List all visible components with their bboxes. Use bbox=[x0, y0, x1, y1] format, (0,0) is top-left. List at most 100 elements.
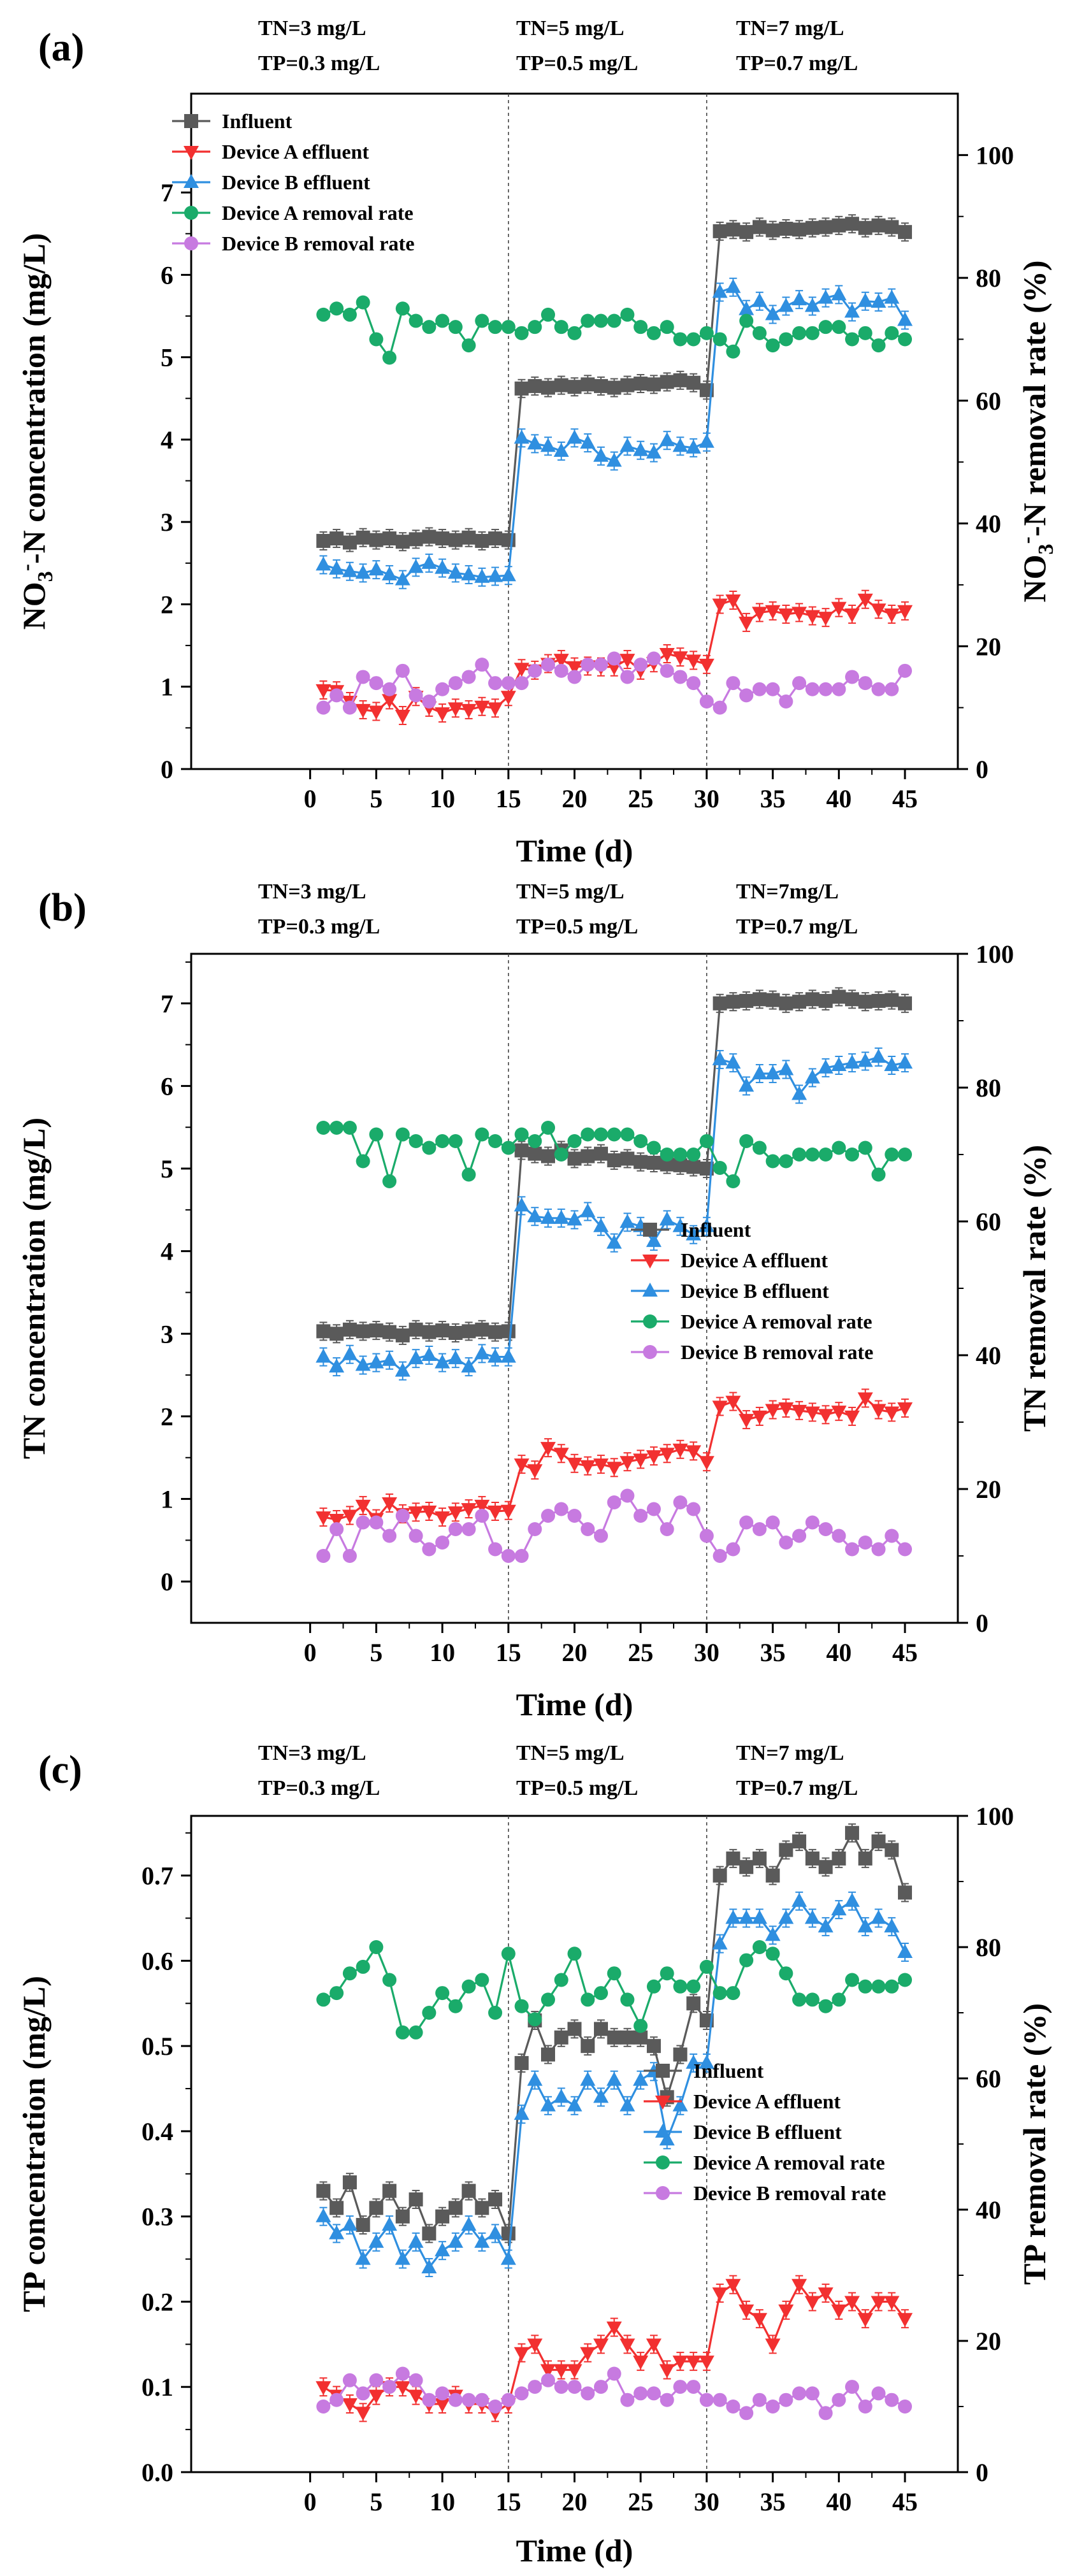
data-point bbox=[475, 2393, 489, 2407]
data-point bbox=[447, 1506, 463, 1521]
x-tick-label: 15 bbox=[496, 2487, 521, 2516]
data-point bbox=[356, 1515, 370, 1530]
data-point bbox=[818, 993, 833, 1008]
data-point bbox=[342, 2373, 357, 2387]
data-point bbox=[791, 607, 807, 621]
data-point bbox=[673, 1979, 688, 1994]
data-point bbox=[898, 996, 913, 1011]
data-point bbox=[528, 1134, 542, 1148]
data-point bbox=[739, 616, 755, 631]
data-point bbox=[871, 603, 886, 618]
data-point bbox=[488, 568, 503, 582]
data-point bbox=[580, 435, 596, 449]
data-point bbox=[581, 1522, 595, 1536]
data-point bbox=[554, 2030, 568, 2045]
data-point bbox=[858, 1140, 872, 1155]
data-point bbox=[395, 663, 410, 678]
data-point bbox=[818, 320, 833, 335]
data-point bbox=[633, 2018, 648, 2033]
data-point bbox=[858, 2400, 872, 2414]
data-point bbox=[712, 1400, 728, 1415]
data-point bbox=[672, 651, 688, 666]
data-point bbox=[500, 2250, 516, 2265]
data-point bbox=[751, 1410, 767, 1425]
data-point bbox=[712, 1051, 728, 1065]
data-point bbox=[871, 682, 886, 696]
data-point bbox=[368, 705, 384, 720]
data-point bbox=[448, 2393, 463, 2407]
data-point bbox=[527, 435, 543, 450]
data-point bbox=[857, 593, 873, 608]
data-point bbox=[435, 2386, 450, 2401]
data-point bbox=[884, 608, 900, 622]
data-point bbox=[646, 1140, 661, 1155]
y-right-tick-label: 40 bbox=[976, 1341, 1001, 1370]
data-point bbox=[488, 1506, 503, 1520]
x-tick-label: 10 bbox=[430, 1638, 455, 1667]
data-point bbox=[857, 1392, 873, 1407]
data-point bbox=[315, 1511, 331, 1526]
condition-tp-label: TP=0.3 mg/L bbox=[258, 52, 380, 75]
data-point bbox=[329, 1358, 345, 1373]
data-point bbox=[593, 2380, 608, 2394]
data-point bbox=[832, 218, 846, 233]
data-point bbox=[858, 995, 872, 1009]
data-point bbox=[805, 1992, 820, 2007]
data-point bbox=[633, 2030, 648, 2045]
data-point bbox=[818, 2406, 833, 2421]
data-point bbox=[342, 700, 357, 715]
data-point bbox=[885, 1148, 899, 1162]
y-left-tick-label: 0.1 bbox=[141, 2373, 173, 2401]
data-point bbox=[620, 378, 635, 392]
data-point bbox=[818, 1918, 834, 1932]
data-point bbox=[606, 2071, 622, 2086]
data-point bbox=[342, 2398, 358, 2412]
data-point bbox=[845, 1148, 860, 1162]
data-point bbox=[699, 1529, 714, 1543]
data-point bbox=[845, 1542, 860, 1557]
data-point bbox=[554, 320, 568, 335]
data-point bbox=[765, 1946, 780, 1961]
data-point bbox=[408, 2233, 424, 2248]
data-point bbox=[382, 1973, 397, 1987]
data-point bbox=[475, 2201, 489, 2215]
data-point bbox=[659, 648, 675, 663]
data-point bbox=[342, 1966, 357, 1981]
data-point bbox=[633, 320, 648, 335]
data-point bbox=[528, 2380, 542, 2394]
y-right-tick-label: 80 bbox=[976, 1933, 1001, 1962]
data-point bbox=[686, 1160, 701, 1174]
condition-tp-label: TP=0.3 mg/L bbox=[258, 1776, 380, 1800]
data-point bbox=[659, 1448, 675, 1462]
data-point bbox=[791, 1404, 807, 1419]
data-point bbox=[394, 571, 410, 586]
data-point bbox=[818, 612, 834, 626]
data-point bbox=[395, 1509, 410, 1523]
data-point bbox=[686, 1979, 701, 1994]
y-left-tick-label: 2 bbox=[161, 590, 173, 619]
data-point bbox=[885, 1843, 899, 1857]
data-point bbox=[858, 1536, 872, 1550]
data-point bbox=[369, 533, 384, 547]
x-tick-label: 20 bbox=[562, 784, 588, 813]
data-point bbox=[606, 2321, 622, 2336]
data-point bbox=[739, 301, 755, 315]
data-point bbox=[804, 1069, 820, 1084]
data-point bbox=[673, 332, 688, 347]
data-point bbox=[765, 1515, 780, 1530]
data-point bbox=[858, 1851, 872, 1866]
data-point bbox=[845, 2380, 860, 2394]
legend-label: Device A removal rate bbox=[693, 2151, 885, 2174]
data-point bbox=[620, 1127, 635, 1142]
data-point bbox=[541, 2373, 556, 2387]
series-device-b-effluent bbox=[315, 277, 913, 589]
condition-tn-label: TN=3 mg/L bbox=[258, 880, 366, 903]
data-point bbox=[686, 332, 701, 347]
chart-panel-c: (c) TN=3 mg/L TP=0.3 mg/L TN=5 mg/L TP=0.5 m… bbox=[16, 1741, 1052, 2568]
y-right-tick-label: 60 bbox=[976, 2064, 1001, 2093]
data-point bbox=[898, 1542, 913, 1557]
data-point bbox=[435, 1354, 451, 1369]
data-point bbox=[567, 2097, 582, 2112]
data-point bbox=[514, 2055, 529, 2070]
